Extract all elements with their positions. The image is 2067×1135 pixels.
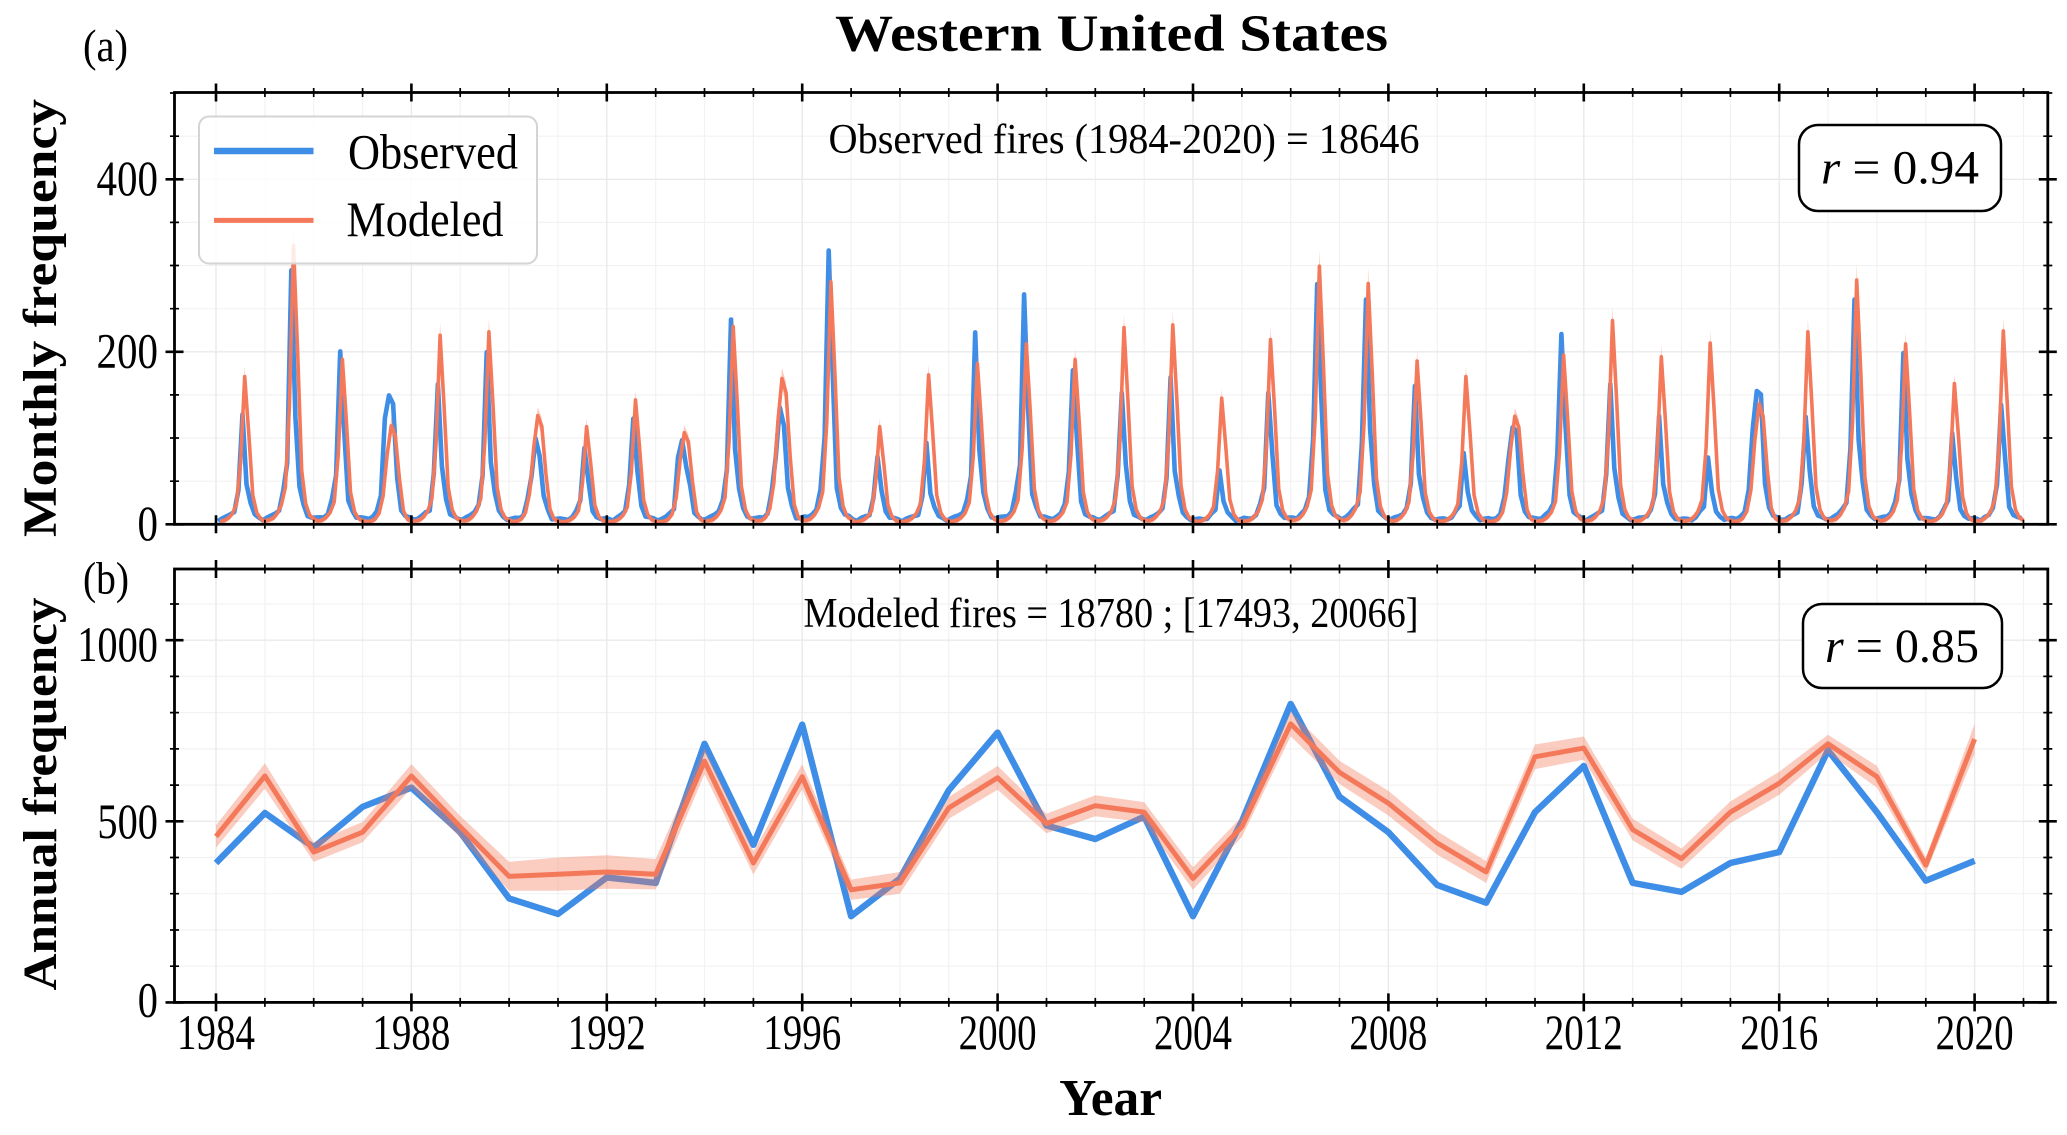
- svg-text:Modeled fires = 18780 ; [17493: Modeled fires = 18780 ; [17493, 20066]: [804, 591, 1419, 637]
- svg-text:r = 0.85: r = 0.85: [1825, 620, 1979, 673]
- svg-text:2000: 2000: [959, 1004, 1037, 1060]
- svg-text:0: 0: [138, 972, 158, 1028]
- svg-text:2004: 2004: [1154, 1004, 1232, 1060]
- svg-text:Monthly frequency: Monthly frequency: [14, 99, 67, 537]
- svg-text:0: 0: [138, 495, 159, 551]
- svg-text:Annual frequency: Annual frequency: [14, 598, 67, 991]
- svg-text:1988: 1988: [372, 1004, 450, 1060]
- svg-text:2016: 2016: [1740, 1004, 1818, 1060]
- svg-text:Modeled: Modeled: [347, 191, 504, 247]
- svg-text:1000: 1000: [77, 616, 158, 672]
- svg-text:(b): (b): [83, 554, 129, 604]
- svg-text:Observed: Observed: [348, 124, 518, 180]
- svg-text:500: 500: [97, 793, 158, 849]
- svg-text:(a): (a): [83, 21, 128, 71]
- svg-text:r = 0.94: r = 0.94: [1821, 142, 1979, 195]
- svg-text:1984: 1984: [177, 1004, 255, 1060]
- svg-text:2012: 2012: [1545, 1004, 1623, 1060]
- svg-text:2020: 2020: [1936, 1004, 2014, 1060]
- svg-text:2008: 2008: [1349, 1004, 1427, 1060]
- svg-text:1992: 1992: [568, 1004, 646, 1060]
- svg-text:Western United States: Western United States: [835, 6, 1388, 63]
- svg-text:Year: Year: [1059, 1070, 1162, 1127]
- svg-text:Observed fires (1984-2020) = 1: Observed fires (1984-2020) = 18646: [829, 117, 1420, 163]
- svg-text:400: 400: [97, 150, 159, 206]
- svg-text:1996: 1996: [763, 1004, 841, 1060]
- svg-text:200: 200: [97, 323, 159, 379]
